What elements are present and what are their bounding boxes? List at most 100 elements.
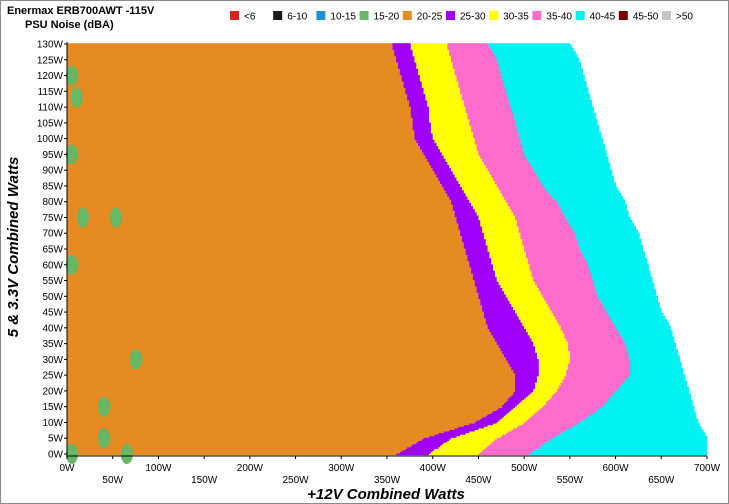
heat-cell-25-30 [410, 111, 430, 113]
heat-cell-40-45 [524, 150, 607, 153]
heat-cell-40-45 [626, 349, 679, 352]
heat-cell-40-45 [577, 240, 642, 243]
heat-cell-30-35 [511, 303, 549, 306]
legend-label: 30-35 [503, 12, 529, 23]
heat-cell-40-45 [568, 221, 633, 224]
heat-cell-35-40 [463, 103, 510, 106]
heat-cell-25-30 [507, 398, 525, 400]
heat-cell-35-40 [558, 322, 615, 325]
heat-cell-25-30 [496, 341, 534, 344]
heat-cell-40-45 [516, 128, 600, 131]
heat-cell-35-40 [460, 92, 507, 95]
heat-cell-20-25 [67, 360, 508, 363]
legend-item: 6-10 [273, 11, 308, 23]
heat-cell-25-30 [396, 453, 430, 456]
heat-cell-40-45 [502, 77, 585, 80]
heat-cell-35-40 [522, 240, 578, 243]
heat-cell-25-30 [454, 210, 476, 213]
heat-cell-30-35 [538, 364, 569, 367]
heat-cell-35-40 [485, 164, 532, 167]
heat-cell-35-40 [560, 325, 616, 328]
heat-cell-20-25 [67, 344, 499, 347]
heat-cell-20-25 [67, 158, 428, 161]
heat-cell-25-30 [399, 73, 419, 76]
heat-cell-35-40 [463, 104, 510, 107]
heat-cell-20-25 [67, 385, 516, 388]
heat-cell-30-35 [531, 339, 567, 342]
heat-cell-25-30 [463, 246, 488, 249]
heat-cell-35-40 [449, 51, 494, 54]
y-tick-label: 25W [42, 371, 63, 382]
heat-cell-30-35 [535, 349, 569, 352]
heat-cell-40-45 [575, 232, 640, 235]
heat-cell-40-45 [617, 388, 690, 391]
heat-cell-30-35 [493, 265, 530, 268]
heat-cell-40-45 [593, 412, 697, 415]
heat-cell-35-40 [540, 290, 596, 293]
heat-cell-40-45 [489, 46, 572, 49]
heat-cell-25-30 [507, 399, 523, 402]
heat-cell-35-40 [471, 126, 518, 129]
heat-cell-40-45 [518, 134, 602, 137]
x-tick-label: 100W [145, 463, 172, 474]
heat-cell-25-30 [456, 219, 481, 222]
heat-cell-25-30 [399, 68, 419, 71]
heat-cell-25-30 [493, 410, 510, 413]
heat-cell-35-40 [447, 44, 490, 47]
heat-cell-40-45 [595, 290, 657, 293]
heat-cell-20-25 [67, 204, 454, 207]
heat-cell-20-25 [67, 66, 399, 69]
heat-cell-40-45 [535, 172, 613, 175]
heat-cell-20-25 [67, 330, 490, 333]
heat-cell-25-30 [432, 169, 452, 172]
heat-cell-40-45 [505, 87, 589, 90]
heat-cell-35-40 [491, 175, 538, 178]
heat-cell-35-40 [496, 185, 543, 188]
heat-cell-20-25 [67, 358, 507, 361]
heat-cell-30-35 [536, 380, 563, 383]
heat-cell-20-25 [67, 128, 413, 131]
heat-cell-20-25 [67, 98, 408, 101]
heat-cell-35-40 [522, 423, 578, 426]
heat-cell-20-25 [67, 142, 419, 145]
heat-cell-20-25 [67, 368, 512, 371]
heat-cell-30-35 [430, 123, 470, 126]
heat-cell-30-35 [538, 363, 569, 366]
heat-cell-40-45 [621, 383, 688, 386]
heat-cell-30-35 [452, 172, 490, 175]
heat-cell-40-45 [595, 289, 657, 292]
heat-cell-40-45 [621, 334, 673, 337]
heat-cell-20-25 [67, 273, 474, 276]
heat-cell-25-30 [463, 245, 488, 248]
heat-cell-30-35 [429, 120, 470, 123]
heat-cell-20-25 [67, 402, 505, 405]
heat-cell-30-35 [493, 423, 523, 426]
heat-cell-25-30 [496, 342, 534, 345]
heat-cell-35-40 [555, 317, 611, 320]
heat-cell-35-40 [542, 405, 604, 408]
heat-cell-35-40 [456, 74, 503, 77]
heat-cell-30-35 [533, 388, 558, 391]
heat-cell-35-40 [568, 345, 627, 348]
heat-cell-30-35 [467, 196, 505, 199]
heat-cell-35-40 [447, 46, 490, 49]
heat-cell-20-25 [67, 352, 503, 355]
heat-cell-25-30 [445, 189, 465, 192]
x-tick-label: 550W [557, 475, 584, 486]
heat-cell-35-40 [476, 148, 523, 151]
heat-cell-20-25 [67, 398, 508, 400]
heat-cell-40-45 [496, 60, 580, 63]
heat-cell-35-40 [533, 413, 591, 416]
heat-cell-40-45 [498, 63, 582, 66]
heat-cell-30-35 [436, 144, 477, 147]
heat-cell-25-30 [493, 336, 530, 339]
heat-cell-30-35 [531, 391, 556, 394]
heat-cell-20-25 [67, 139, 417, 142]
heat-cell-40-45 [628, 375, 686, 378]
heat-cell-30-35 [527, 333, 565, 336]
heat-cell-25-30 [405, 90, 424, 93]
heat-cell-35-40 [502, 194, 552, 197]
heat-cell-40-45 [531, 451, 708, 454]
heat-cell-20-25 [67, 328, 490, 331]
heat-cell-20-25 [67, 43, 393, 46]
